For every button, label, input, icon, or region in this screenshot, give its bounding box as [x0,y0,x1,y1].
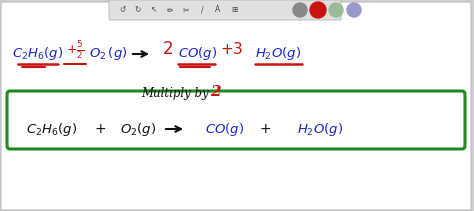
FancyBboxPatch shape [1,2,471,210]
Text: $C_2H_6(g)$: $C_2H_6(g)$ [12,45,64,61]
Text: 2: 2 [210,85,220,99]
Text: $+$: $+$ [94,122,106,136]
Text: $+3$: $+3$ [220,41,244,57]
Circle shape [329,3,343,17]
Text: ↖: ↖ [151,5,157,15]
Text: $H_2O(g)$: $H_2O(g)$ [255,46,301,62]
Circle shape [347,3,361,17]
FancyBboxPatch shape [7,91,465,149]
Text: $+\frac{5}{2}$: $+\frac{5}{2}$ [66,39,84,61]
Text: ✂: ✂ [183,5,189,15]
Text: /: / [201,5,203,15]
Circle shape [293,3,307,17]
Text: $H_2O(g)$: $H_2O(g)$ [297,120,343,138]
Text: ↺: ↺ [119,5,125,15]
Text: $+$: $+$ [259,122,271,136]
Text: $CO(g)$: $CO(g)$ [205,120,245,138]
Text: $CO(g)$: $CO(g)$ [178,46,218,62]
Text: A: A [215,5,220,15]
Text: $O_2\,(g)$: $O_2\,(g)$ [89,46,127,62]
Text: ↻: ↻ [135,5,141,15]
Circle shape [310,2,326,18]
Text: $2$: $2$ [163,41,173,58]
FancyBboxPatch shape [109,0,341,20]
Text: Multiply by: Multiply by [141,87,209,100]
Text: ✏: ✏ [167,5,173,15]
Text: $C_2H_6(g)$: $C_2H_6(g)$ [27,120,78,138]
Text: ⊞: ⊞ [231,5,237,15]
Text: $O_2(g)$: $O_2(g)$ [120,120,156,138]
